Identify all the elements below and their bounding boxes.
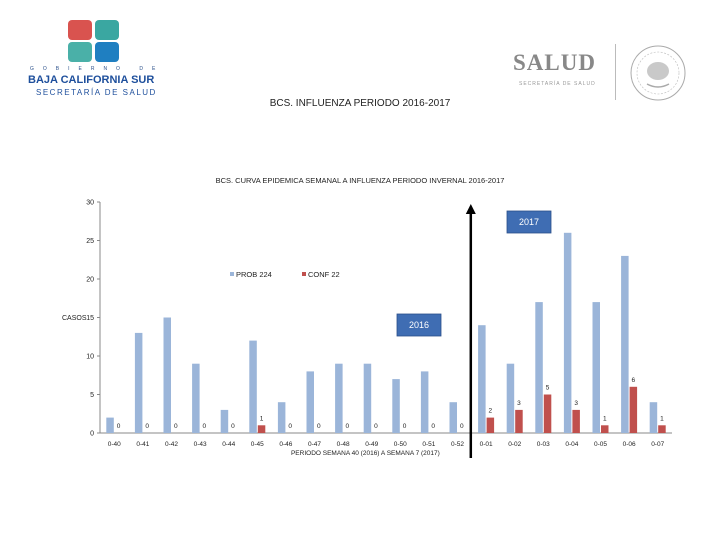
bar-conf [486, 417, 495, 433]
bar-prob [106, 417, 114, 433]
bar-prob [649, 402, 658, 433]
data-label-conf: 1 [660, 415, 664, 422]
x-tick-label: 0-06 [623, 441, 636, 448]
data-label-conf: 0 [431, 423, 435, 430]
bar-prob [163, 317, 171, 433]
x-tick-label: 0-01 [480, 441, 493, 448]
chart-title: BCS. CURVA EPIDEMICA SEMANAL A INFLUENZA… [215, 176, 505, 185]
bar-conf [572, 409, 580, 433]
x-tick-label: 0-46 [279, 441, 292, 448]
y-tick-label: 0 [90, 431, 94, 438]
bar-conf [601, 425, 609, 433]
y-tick-label: 5 [90, 392, 94, 399]
data-label-conf: 0 [117, 423, 121, 430]
x-tick-label: 0-47 [308, 441, 321, 448]
data-label-conf: 2 [489, 408, 493, 415]
y-axis-label: CASOS [62, 315, 87, 322]
x-tick-label: 0-42 [165, 441, 178, 448]
bar-conf [257, 425, 266, 433]
x-tick-label: 0-44 [222, 441, 235, 448]
bar-conf [543, 394, 552, 433]
y-tick-label: 10 [86, 354, 94, 361]
data-label-conf: 1 [260, 415, 264, 422]
annotation-box-2016 [396, 313, 442, 337]
y-tick-label: 30 [86, 200, 94, 207]
salud-wordmark: SALUD [513, 50, 596, 75]
x-tick-label: 0-51 [422, 441, 435, 448]
data-label-conf: 0 [460, 423, 464, 430]
x-tick-label: 0-40 [108, 441, 121, 448]
bar-conf [515, 409, 523, 433]
data-label-conf: 0 [374, 423, 378, 430]
annotation-label-2016: 2016 [409, 320, 429, 330]
data-label-conf: 0 [346, 423, 350, 430]
annotation-box-2017 [506, 210, 552, 234]
x-tick-label: 0-41 [136, 441, 149, 448]
bar-prob [277, 402, 286, 433]
data-label-conf: 0 [145, 423, 149, 430]
bar-prob [535, 302, 543, 433]
legend-label-conf: CONF 22 [308, 270, 340, 279]
arrow-head-icon [465, 204, 476, 214]
bar-prob [306, 371, 314, 433]
data-label-conf: 0 [403, 423, 407, 430]
x-axis-label: PERIODO SEMANA 40 (2016) A SEMANA 7 (201… [291, 450, 440, 457]
x-tick-label: 0-49 [365, 441, 378, 448]
data-label-conf: 0 [317, 423, 321, 430]
bar-prob [420, 371, 429, 433]
page-title: BCS. INFLUENZA PERIODO 2016-2017 [269, 98, 451, 109]
x-tick-label: 0-07 [651, 441, 664, 448]
bar-prob [506, 363, 515, 433]
x-tick-label: 0-03 [537, 441, 550, 448]
data-label-conf: 0 [231, 423, 235, 430]
national-seal-icon [630, 45, 686, 101]
state-name: BAJA CALIFORNIA SUR [28, 74, 155, 86]
data-label-conf: 0 [203, 423, 207, 430]
department-name: SECRETARÍA DE SALUD [36, 88, 157, 97]
data-label-conf: 3 [517, 400, 521, 407]
data-label-conf: 6 [632, 377, 636, 384]
y-tick-label: 15 [86, 315, 94, 322]
bcs-government-logo: GOBIERNO DE BAJA CALIFORNIA SUR SECRETAR… [28, 18, 168, 98]
salud-logo: SALUD SECRETARÍA DE SALUD [505, 42, 690, 104]
bar-prob [392, 379, 400, 433]
data-label-conf: 3 [574, 400, 578, 407]
bar-prob [563, 232, 572, 433]
annotation-label-2017: 2017 [519, 217, 539, 227]
bar-conf [658, 425, 666, 433]
government-tagline: GOBIERNO DE [30, 66, 165, 72]
legend-swatch-conf [302, 272, 306, 276]
data-label-conf: 1 [603, 415, 607, 422]
x-tick-label: 0-52 [451, 441, 464, 448]
x-tick-label: 0-50 [394, 441, 407, 448]
data-label-conf: 0 [174, 423, 178, 430]
data-label-conf: 0 [288, 423, 292, 430]
x-tick-label: 0-02 [508, 441, 521, 448]
bar-prob [335, 363, 343, 433]
y-tick-label: 25 [86, 238, 94, 245]
bar-prob [363, 363, 372, 433]
legend-label-prob: PROB 224 [236, 270, 272, 279]
bar-prob [592, 302, 600, 433]
logo-divider [615, 44, 616, 100]
bar-prob [220, 409, 229, 433]
x-tick-label: 0-43 [194, 441, 207, 448]
salud-subtitle: SECRETARÍA DE SALUD [519, 81, 596, 87]
bar-prob [249, 340, 257, 433]
x-tick-label: 0-04 [565, 441, 578, 448]
bar-prob [449, 402, 457, 433]
bar-prob [192, 363, 200, 433]
legend-swatch-prob [230, 272, 234, 276]
bar-prob [621, 255, 629, 433]
x-tick-label: 0-05 [594, 441, 607, 448]
state-emblem-icon [68, 20, 120, 62]
bar-prob [134, 332, 143, 433]
bar-conf [629, 386, 638, 433]
x-tick-label: 0-45 [251, 441, 264, 448]
bar-prob [478, 325, 486, 433]
data-label-conf: 5 [546, 385, 550, 392]
x-tick-label: 0-48 [337, 441, 350, 448]
y-tick-label: 20 [86, 277, 94, 284]
